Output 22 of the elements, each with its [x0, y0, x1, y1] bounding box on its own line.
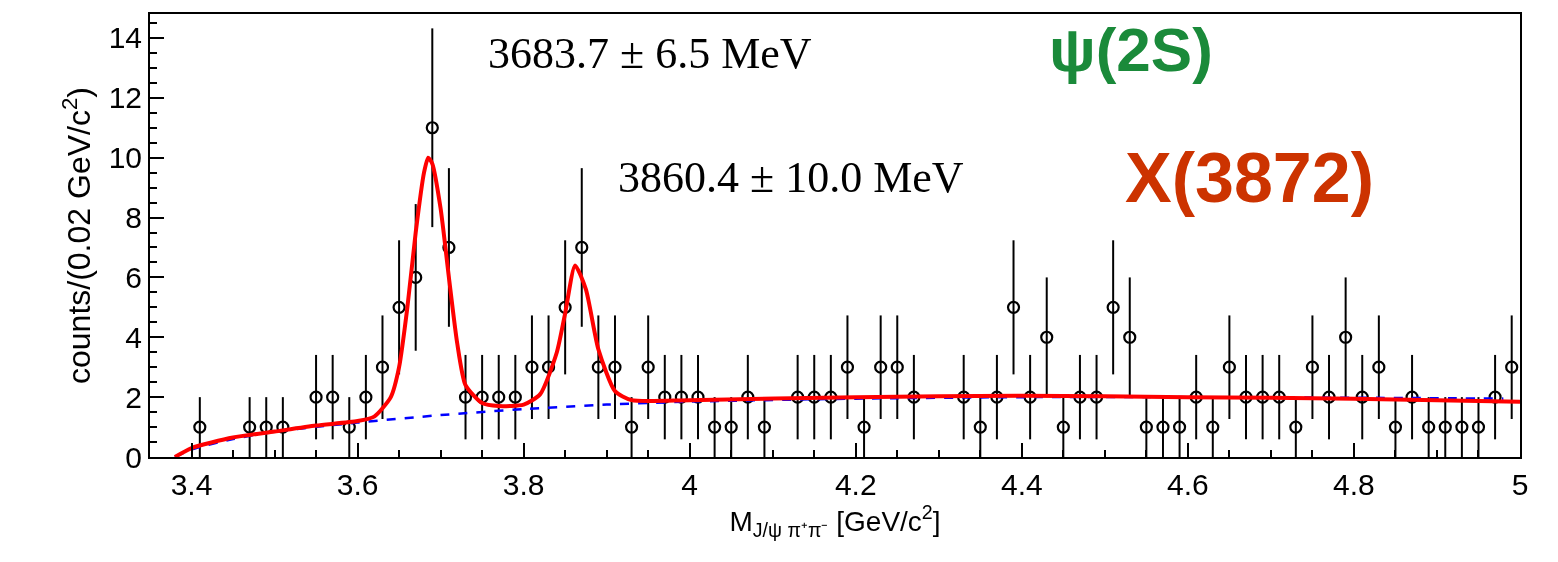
- y-tick-label: 2: [125, 380, 142, 414]
- x-tick-label: 4: [681, 468, 699, 501]
- annotation: 3683.7 ± 6.5 MeV: [488, 29, 812, 78]
- y-tick-label: 0: [125, 440, 142, 474]
- y-tick-label: 6: [125, 260, 142, 294]
- annotation: X(3872): [1125, 139, 1375, 217]
- x-tick-label: 4.8: [1333, 468, 1375, 501]
- x-tick-label: 3.6: [336, 468, 379, 501]
- x-tick-label: 4.2: [834, 468, 877, 501]
- annotation: ψ(2S): [1049, 15, 1213, 84]
- y-tick-label: 8: [125, 201, 142, 235]
- annotation: 3860.4 ± 10.0 MeV: [618, 153, 964, 202]
- y-tick-label: 12: [108, 81, 142, 115]
- x-axis-title: M$_{J/ψ π⁺π⁻}$ [GeV/c$^{2}$]: [729, 501, 941, 541]
- y-tick-label: 10: [108, 141, 142, 175]
- y-tick-label: 14: [108, 21, 142, 55]
- x-tick-label: 5: [1511, 468, 1529, 501]
- x-tick-label: 4.4: [1000, 468, 1043, 501]
- x-tick-label: 4.6: [1167, 468, 1209, 501]
- y-tick-label: 4: [125, 320, 142, 354]
- x-tick-label: 3.4: [170, 468, 213, 501]
- x-tick-label: 3.8: [502, 468, 545, 501]
